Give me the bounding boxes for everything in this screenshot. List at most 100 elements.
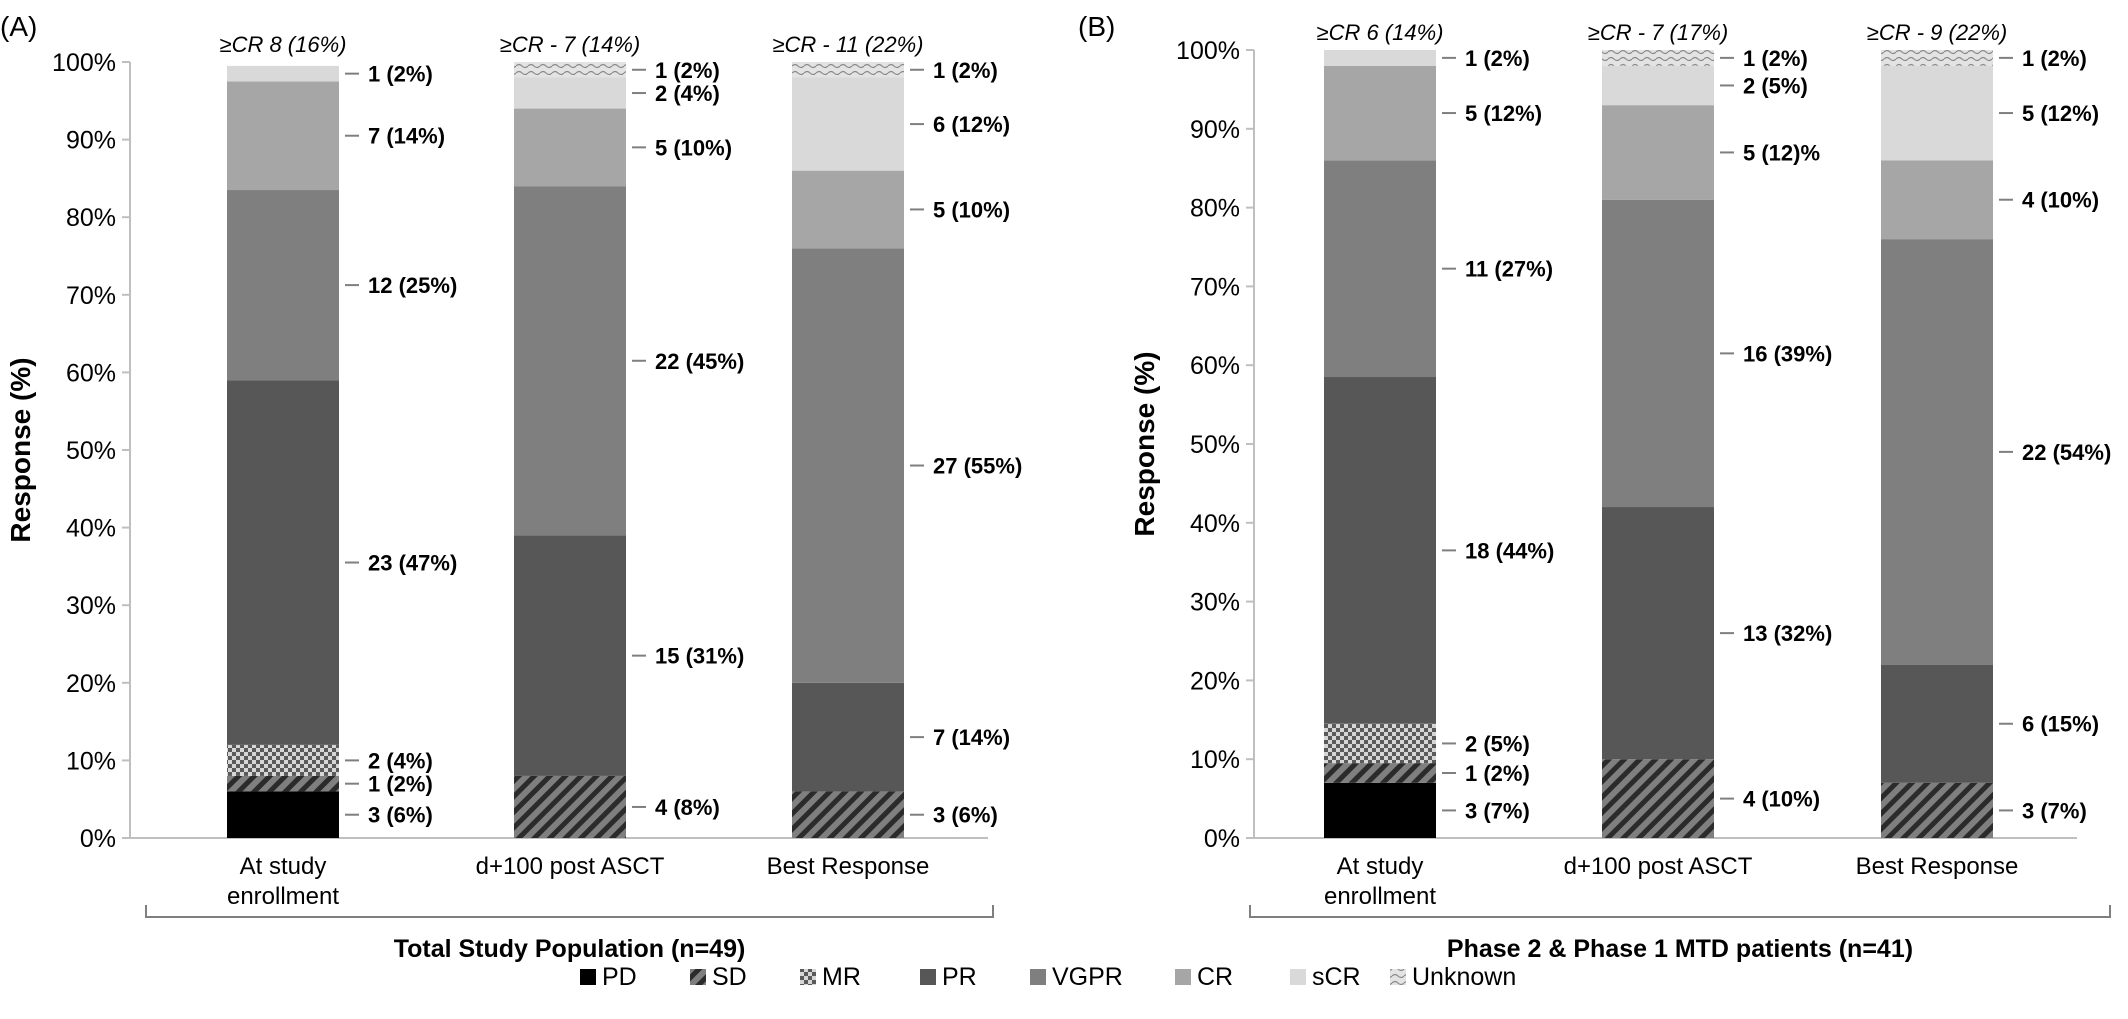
y-tick-label: 20% bbox=[1190, 667, 1240, 695]
legend-swatch-cr bbox=[1175, 969, 1191, 985]
y-tick-label: 50% bbox=[66, 437, 116, 465]
data-label: 5 (12%) bbox=[2022, 101, 2099, 126]
y-axis-title: Response (%) bbox=[5, 357, 36, 542]
group-bracket bbox=[1249, 905, 2111, 918]
data-label: 18 (44%) bbox=[1465, 538, 1554, 563]
bar-segment-sd bbox=[1881, 782, 1993, 838]
data-label: 2 (5%) bbox=[1743, 73, 1808, 98]
data-label: 23 (47%) bbox=[368, 551, 457, 576]
data-label: 3 (7%) bbox=[1465, 798, 1530, 823]
bar-segment-cr bbox=[514, 108, 626, 187]
data-label: 7 (14%) bbox=[368, 124, 445, 149]
panel-label: (A) bbox=[0, 11, 37, 42]
bar-segment-scr bbox=[227, 65, 339, 82]
stacked-bar-1: 3 (7%) 1 (2%) 2 (5%) 18 (44%) 11 (27%) 5 (12%… bbox=[1317, 20, 1554, 838]
y-tick-label: 30% bbox=[66, 592, 116, 620]
data-label: 5 (12)% bbox=[1743, 140, 1820, 165]
bar-segment-sd bbox=[227, 775, 339, 792]
stacked-bar-2: 4 (10%) 13 (32%) 16 (39%) 5 (12)% 2 (5%)1 (2… bbox=[1588, 20, 1832, 838]
data-label: 15 (31%) bbox=[655, 644, 744, 669]
stacked-bar-3: 3 (7%) 6 (15%) 22 (54%) 4 (10%) 5 (12%) 1 (2%… bbox=[1867, 20, 2111, 838]
bar-segment-sd bbox=[792, 791, 904, 838]
data-label: 1 (2%) bbox=[933, 58, 998, 83]
data-label: 2 (4%) bbox=[368, 748, 433, 773]
bar-segment-unknown bbox=[1602, 50, 1714, 66]
y-tick-label: 50% bbox=[1190, 431, 1240, 459]
bar-segment-scr bbox=[514, 77, 626, 109]
legend-label-scr: sCR bbox=[1312, 963, 1361, 991]
legend-swatch-unknown bbox=[1390, 969, 1406, 985]
x-category-label: enrollment bbox=[227, 883, 339, 910]
group-label: Total Study Population (n=49) bbox=[394, 935, 746, 963]
data-label: 22 (45%) bbox=[655, 349, 744, 374]
y-tick-label: 70% bbox=[1190, 273, 1240, 301]
data-label: 4 (8%) bbox=[655, 795, 720, 820]
data-label: 12 (25%) bbox=[368, 273, 457, 298]
bar-segment-cr bbox=[1881, 160, 1993, 240]
bar-header-annotation: ≥CR - 7 (14%) bbox=[500, 32, 640, 57]
data-label: 22 (54%) bbox=[2022, 440, 2111, 465]
data-label: 5 (12%) bbox=[1465, 101, 1542, 126]
data-label: 7 (14%) bbox=[933, 725, 1010, 750]
bar-segment-sd bbox=[514, 775, 626, 838]
legend-label-pd: PD bbox=[602, 963, 637, 991]
bar-segment-pr bbox=[227, 380, 339, 745]
legend-label-sd: SD bbox=[712, 963, 747, 991]
stacked-bar-3: 3 (6%) 7 (14%) 27 (55%) 5 (10%) 6 (12%) 1 (2%… bbox=[772, 32, 1022, 838]
x-category-label: enrollment bbox=[1324, 883, 1436, 910]
bar-header-annotation: ≥CR - 9 (22%) bbox=[1867, 20, 2007, 45]
legend: PD SD MR PR VGPR CR sCR Unknown bbox=[580, 963, 1516, 991]
bar-segment-vgpr bbox=[792, 248, 904, 683]
legend-swatch-mr bbox=[800, 969, 816, 985]
bar-header-annotation: ≥CR - 11 (22%) bbox=[772, 32, 923, 57]
y-tick-label: 100% bbox=[52, 49, 116, 77]
bar-segment-vgpr bbox=[1602, 199, 1714, 508]
bar-segment-vgpr bbox=[227, 190, 339, 381]
bar-segment-pr bbox=[514, 535, 626, 776]
x-category-label: d+100 post ASCT bbox=[476, 853, 665, 880]
y-tick-label: 40% bbox=[66, 515, 116, 543]
legend-label-pr: PR bbox=[942, 963, 977, 991]
bar-header-annotation: ≥CR 6 (14%) bbox=[1317, 20, 1444, 45]
bar-segment-mr bbox=[1324, 723, 1436, 764]
data-label: 6 (12%) bbox=[933, 112, 1010, 137]
legend-swatch-sd bbox=[690, 969, 706, 985]
legend-swatch-scr bbox=[1290, 969, 1306, 985]
stacked-bar-2: 4 (8%) 15 (31%) 22 (45%) 5 (10%) 2 (4%)1 (2%… bbox=[500, 32, 744, 838]
data-label: 2 (4%) bbox=[655, 81, 720, 106]
legend-label-unknown: Unknown bbox=[1412, 963, 1516, 991]
y-tick-label: 100% bbox=[1176, 37, 1240, 65]
bar-segment-scr bbox=[1324, 50, 1436, 66]
bar-segment-cr bbox=[1602, 105, 1714, 200]
legend-label-vgpr: VGPR bbox=[1052, 963, 1123, 991]
bar-segment-scr bbox=[1602, 65, 1714, 106]
bar-segment-pd bbox=[1324, 782, 1436, 838]
legend-label-cr: CR bbox=[1197, 963, 1233, 991]
bar-header-annotation: ≥CR - 7 (17%) bbox=[1588, 20, 1728, 45]
data-label: 5 (10%) bbox=[655, 135, 732, 160]
panel-label: (B) bbox=[1078, 11, 1115, 42]
y-tick-label: 10% bbox=[66, 747, 116, 775]
y-tick-label: 60% bbox=[1190, 352, 1240, 380]
bar-segment-vgpr bbox=[514, 186, 626, 536]
legend-label-mr: MR bbox=[822, 963, 861, 991]
data-label: 13 (32%) bbox=[1743, 621, 1832, 646]
data-label: 11 (27%) bbox=[1465, 257, 1553, 282]
data-label: 5 (10%) bbox=[933, 197, 1010, 222]
legend-swatch-pr bbox=[920, 969, 936, 985]
y-tick-label: 90% bbox=[1190, 116, 1240, 144]
x-category-label: Best Response bbox=[767, 853, 930, 880]
group-bracket bbox=[145, 905, 994, 918]
data-label: 4 (10%) bbox=[1743, 787, 1820, 812]
bar-segment-unknown bbox=[514, 62, 626, 78]
bar-segment-pr bbox=[1324, 377, 1436, 724]
data-label: 4 (10%) bbox=[2022, 188, 2099, 213]
x-category-label: Best Response bbox=[1856, 853, 2019, 880]
y-tick-label: 20% bbox=[66, 670, 116, 698]
data-label: 6 (15%) bbox=[2022, 712, 2099, 737]
chart-panel-a: (A) 0% 10% 20% 30% 40% 50% 60% 70% 80% 90% 100% Resp… bbox=[0, 11, 1022, 963]
legend-swatch-vgpr bbox=[1030, 969, 1046, 985]
group-label: Phase 2 & Phase 1 MTD patients (n=41) bbox=[1447, 935, 1913, 963]
bar-segment-vgpr bbox=[1324, 160, 1436, 378]
